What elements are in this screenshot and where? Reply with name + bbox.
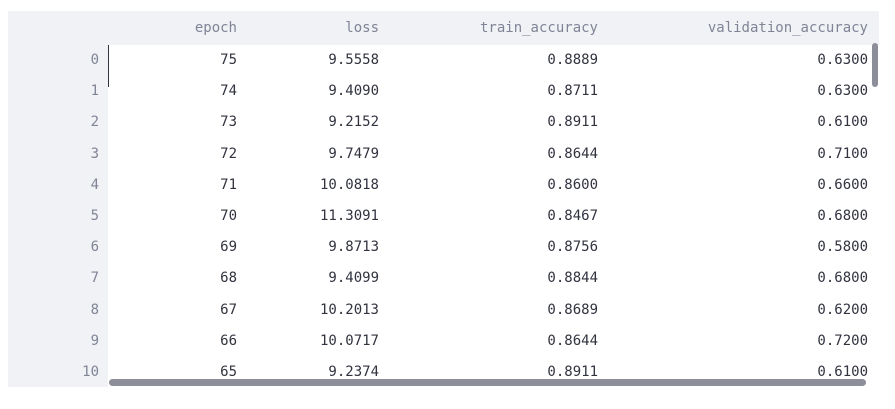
cell-epoch[interactable]: 68 (220, 270, 237, 287)
row-index: 10 (82, 364, 99, 380)
cell-validation-accuracy[interactable]: 0.6800 (817, 208, 868, 224)
column-header-train-accuracy[interactable]: train_accuracy (479, 20, 598, 36)
cell-validation-accuracy[interactable]: 0.6200 (817, 301, 868, 318)
cell-epoch[interactable]: 74 (220, 83, 237, 100)
cell-epoch[interactable]: 70 (220, 208, 237, 224)
row-index: 4 (90, 176, 99, 193)
row-index: 3 (90, 145, 99, 162)
cell-loss[interactable]: 11.3091 (319, 208, 379, 224)
cell-loss[interactable]: 9.4090 (328, 83, 379, 100)
row-index: 2 (90, 114, 99, 131)
cell-loss[interactable]: 9.7479 (328, 145, 379, 162)
cell-epoch[interactable]: 75 (220, 52, 237, 68)
row-index: 0 (90, 52, 99, 68)
column-header-validation-accuracy[interactable]: validation_accuracy (707, 20, 868, 36)
index-column (8, 45, 108, 387)
cell-validation-accuracy[interactable]: 0.6300 (817, 83, 868, 100)
cell-train-accuracy[interactable]: 0.8644 (547, 332, 598, 349)
cell-train-accuracy[interactable]: 0.8756 (547, 239, 598, 256)
cell-validation-accuracy[interactable]: 0.7100 (817, 145, 868, 162)
cell-loss[interactable]: 10.0717 (319, 332, 379, 349)
cell-loss[interactable]: 9.5558 (328, 52, 379, 68)
cell-validation-accuracy[interactable]: 0.6100 (817, 114, 868, 131)
dataframe-table[interactable]: epoch loss train_accuracy validation_acc… (8, 11, 879, 387)
cell-validation-accuracy[interactable]: 0.5800 (817, 239, 868, 256)
cell-selection-indicator (108, 45, 109, 87)
cell-validation-accuracy[interactable]: 0.6800 (817, 270, 868, 287)
column-header-epoch[interactable]: epoch (194, 20, 237, 36)
vertical-scrollbar[interactable] (872, 43, 878, 87)
cell-train-accuracy[interactable]: 0.8644 (547, 145, 598, 162)
cell-epoch[interactable]: 65 (220, 364, 237, 380)
cell-loss[interactable]: 10.2013 (319, 301, 379, 318)
cell-loss[interactable]: 9.4099 (328, 270, 379, 287)
cell-epoch[interactable]: 71 (220, 176, 237, 193)
cell-train-accuracy[interactable]: 0.8889 (547, 52, 598, 68)
horizontal-scrollbar[interactable] (109, 379, 866, 386)
cell-train-accuracy[interactable]: 0.8844 (547, 270, 598, 287)
cell-loss[interactable]: 9.2374 (328, 364, 379, 380)
cell-loss[interactable]: 9.2152 (328, 114, 379, 131)
row-index: 1 (90, 83, 99, 100)
row-index: 6 (90, 239, 99, 256)
cell-train-accuracy[interactable]: 0.8689 (547, 301, 598, 318)
cell-epoch[interactable]: 66 (220, 332, 237, 349)
cell-train-accuracy[interactable]: 0.8467 (547, 208, 598, 224)
cell-train-accuracy[interactable]: 0.8600 (547, 176, 598, 193)
cell-epoch[interactable]: 73 (220, 114, 237, 131)
row-index: 9 (90, 332, 99, 349)
cell-validation-accuracy[interactable]: 0.6600 (817, 176, 868, 193)
cell-train-accuracy[interactable]: 0.8911 (547, 364, 598, 380)
cell-validation-accuracy[interactable]: 0.6100 (817, 364, 868, 380)
row-index: 5 (90, 208, 99, 224)
table-header: epoch loss train_accuracy validation_acc… (8, 11, 879, 45)
cell-validation-accuracy[interactable]: 0.6300 (817, 52, 868, 68)
cell-epoch[interactable]: 69 (220, 239, 237, 256)
row-index: 8 (90, 301, 99, 318)
cell-epoch[interactable]: 67 (220, 301, 237, 318)
cell-loss[interactable]: 10.0818 (319, 176, 379, 193)
cell-validation-accuracy[interactable]: 0.7200 (817, 332, 868, 349)
row-index: 7 (90, 270, 99, 287)
cell-epoch[interactable]: 72 (220, 145, 237, 162)
column-header-loss[interactable]: loss (345, 20, 379, 36)
cell-train-accuracy[interactable]: 0.8911 (547, 114, 598, 131)
cell-loss[interactable]: 9.8713 (328, 239, 379, 256)
cell-train-accuracy[interactable]: 0.8711 (547, 83, 598, 100)
